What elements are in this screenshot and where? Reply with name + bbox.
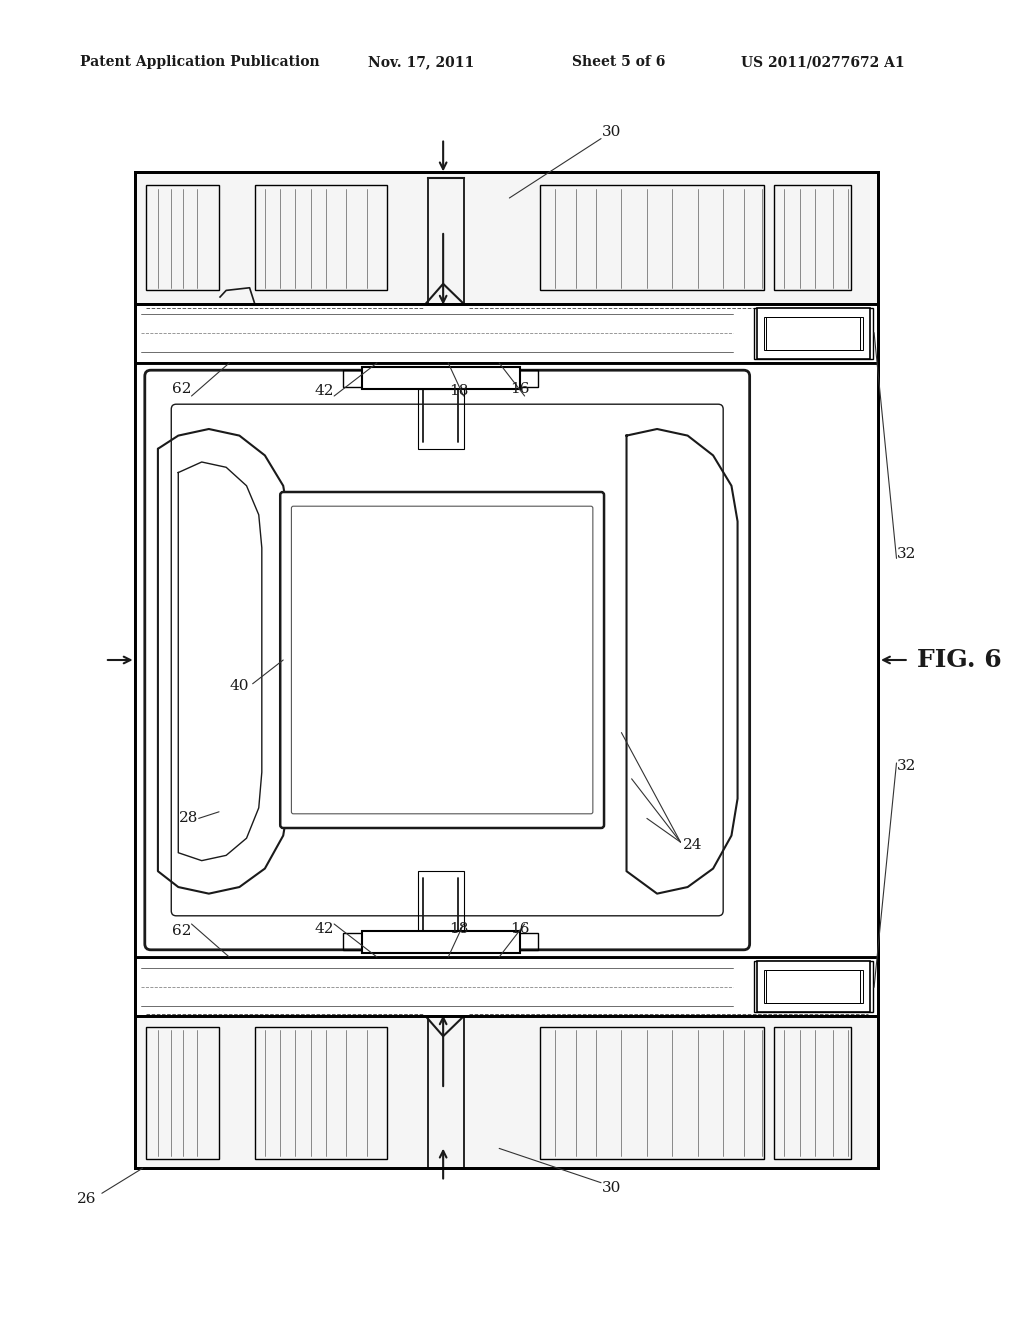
Text: 28: 28 <box>179 812 199 825</box>
Bar <box>135 172 879 304</box>
Bar <box>135 304 879 363</box>
Text: 40: 40 <box>229 680 249 693</box>
Text: 42: 42 <box>314 384 334 397</box>
Bar <box>135 304 879 363</box>
Text: Sheet 5 of 6: Sheet 5 of 6 <box>572 55 666 69</box>
Bar <box>418 871 464 931</box>
Bar <box>361 931 519 953</box>
Text: Nov. 17, 2011: Nov. 17, 2011 <box>368 55 474 69</box>
Text: 30: 30 <box>601 125 621 139</box>
Bar <box>135 172 879 1168</box>
Bar <box>135 172 879 304</box>
Bar <box>754 308 873 359</box>
Bar <box>343 370 538 387</box>
FancyBboxPatch shape <box>281 492 604 828</box>
Text: 30: 30 <box>601 1181 621 1195</box>
Text: 18: 18 <box>449 923 468 936</box>
Bar <box>135 1016 879 1168</box>
Text: Patent Application Publication: Patent Application Publication <box>80 55 319 69</box>
Bar <box>255 185 387 290</box>
Bar <box>135 957 879 1016</box>
Text: 62: 62 <box>172 924 191 937</box>
FancyBboxPatch shape <box>144 370 750 950</box>
Text: 18: 18 <box>449 384 468 397</box>
Bar <box>361 367 519 389</box>
Text: 62: 62 <box>172 383 191 396</box>
Bar <box>255 1027 387 1159</box>
Bar <box>343 933 538 950</box>
Bar <box>428 178 464 304</box>
Text: 26: 26 <box>77 1192 96 1205</box>
Bar <box>135 172 879 1168</box>
Text: US 2011/0277672 A1: US 2011/0277672 A1 <box>741 55 905 69</box>
Bar <box>418 389 464 449</box>
Bar <box>764 970 860 1003</box>
Text: FIG. 6: FIG. 6 <box>916 648 1001 672</box>
FancyBboxPatch shape <box>171 404 723 916</box>
Bar <box>757 961 870 1012</box>
Text: 24: 24 <box>683 838 702 851</box>
Bar <box>774 1027 851 1159</box>
Bar <box>764 317 860 350</box>
Bar <box>145 1027 219 1159</box>
Bar <box>135 1016 879 1168</box>
Bar <box>135 957 879 1016</box>
Text: 32: 32 <box>897 548 916 561</box>
Bar <box>428 1016 464 1168</box>
Text: 16: 16 <box>510 923 529 936</box>
Bar <box>145 185 219 290</box>
Bar <box>135 363 879 957</box>
Text: 42: 42 <box>314 923 334 936</box>
Bar <box>757 308 870 359</box>
Bar <box>766 970 863 1003</box>
Bar <box>766 317 863 350</box>
Bar <box>540 185 764 290</box>
Bar <box>754 961 873 1012</box>
Bar <box>774 185 851 290</box>
Text: 32: 32 <box>897 759 916 772</box>
Text: 16: 16 <box>510 383 529 396</box>
Bar <box>540 1027 764 1159</box>
